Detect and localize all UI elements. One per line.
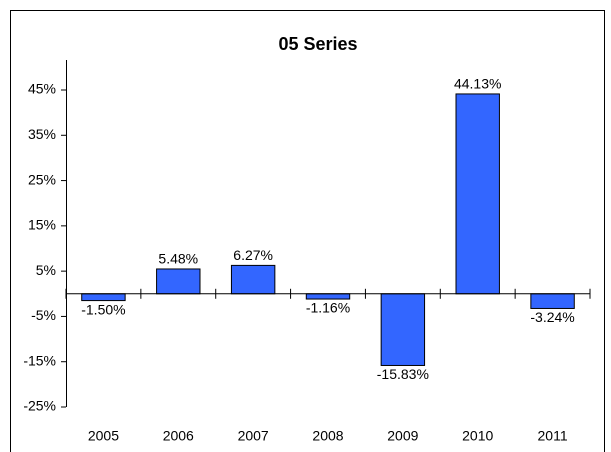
y-tick-label: 5% [36,262,56,278]
x-tick-label: 2010 [462,428,493,444]
x-tick-label: 2011 [538,428,568,444]
y-tick-label: -15% [23,352,56,368]
x-tick-label: 2007 [238,428,269,444]
bar [455,93,500,295]
y-tick-label: -25% [23,398,56,414]
data-label: -15.83% [377,366,429,382]
bar [230,264,276,295]
data-label: 44.13% [454,76,501,92]
data-label: 6.27% [233,247,273,263]
bar [530,293,575,309]
data-label: 5.48% [158,251,198,267]
y-tick-label: 45% [28,81,56,97]
y-tick-label: 25% [28,171,56,187]
x-tick-label: 2008 [312,428,343,444]
y-tick-label: 15% [28,217,56,233]
bar [380,293,426,366]
chart-frame [10,10,605,452]
bar [81,293,126,302]
bar [156,268,201,295]
data-label: -1.50% [81,301,125,317]
data-label: -3.24% [530,309,574,325]
chart-title: 05 Series [278,34,357,54]
x-tick-label: 2006 [163,428,194,444]
x-tick-label: 2009 [387,428,418,444]
y-tick-label: 35% [28,126,56,142]
bar [305,293,351,300]
data-label: -1.16% [306,300,350,316]
y-tick-label: -5% [31,307,56,323]
x-tick-label: 2005 [88,428,119,444]
